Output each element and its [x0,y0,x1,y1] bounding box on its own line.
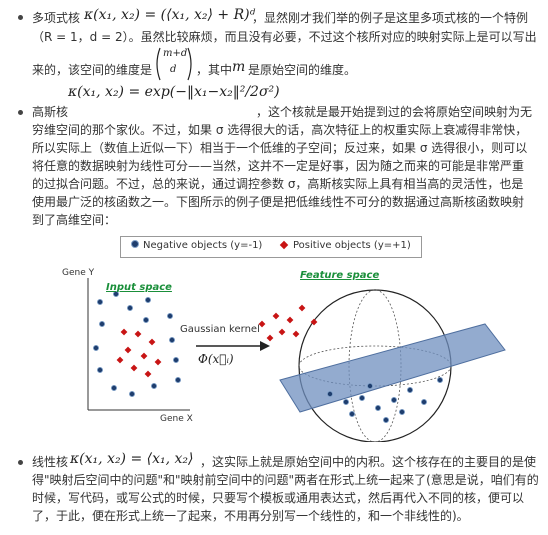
poly-line3a: 来的，该空间的维度是 [32,63,153,77]
input-positive-point [148,338,156,346]
feature-positive-point [272,312,280,320]
negative-dot-icon [131,240,139,248]
feature-positive-point [266,334,274,342]
legend-positive: Positive objects (y=+1) [293,240,411,251]
gauss-label: 高斯核 [32,105,69,119]
feature-negative-point [406,387,413,394]
input-negative-point [113,290,120,297]
bullet-poly [18,15,23,20]
input-negative-point [151,383,158,390]
poly-formula: κ(x₁, x₂) = (⟨x₁, x₂⟩ + R)ᵈ [84,7,256,23]
gauss-line1: ，这个核就是最开始提到过的会将原始空间映射为无 [256,105,533,119]
poly-m: m [232,59,246,75]
positive-diamond-icon [279,240,289,250]
feature-negative-point [348,410,355,417]
linear-line2: 得"映射后空间中的问题"和"映射前空间中的问题"两者在形式上统一起来了(意思是说… [32,473,539,487]
feature-positive-point [258,320,266,328]
input-negative-point [145,297,152,304]
poly-line3c: 是原始空间的维度。 [248,63,357,77]
feature-negative-point [390,396,397,403]
input-negative-point [129,390,136,397]
input-positive-point [154,358,162,366]
input-negative-point [97,367,104,374]
figure-legend: Negative objects (y=-1) Positive objects… [120,236,422,258]
gauss-line4: 将任意的数据映射为线性可分——当然，这并不一定是好事，因为随之而来的可能是非常严… [32,159,525,173]
poly-line1: ，显然刚才我们举的例子是这里多项式核的一个特例 [252,11,529,25]
gauss-line6: 使用最广泛的核函数之一。下图所示的例子便是把低维线性不可分的数据通过高斯核函数映… [32,195,525,209]
input-negative-point [168,337,175,344]
input-positive-point [144,370,152,378]
input-negative-point [97,299,104,306]
legend-negative: Negative objects (y=-1) [143,240,263,251]
input-negative-point [143,317,150,324]
binomial-parens-icon [156,47,192,81]
feature-negative-point [436,377,443,384]
input-negative-point [93,345,100,352]
gene-x-label: Gene X [160,414,193,424]
linear-line3: 时候，写代码，或写公式的时候，只要写个模板或通用表达式，然后再代入不同的核，便可… [32,491,525,505]
feature-positive-point [310,318,318,326]
kernel-figure [87,278,506,442]
input-negative-point [99,321,106,328]
gaussian-kernel-label: Gaussian kernel [180,324,260,335]
linear-line1: ，这实际上就是原始空间中的内积。这个核存在的主要目的是使 [200,455,537,469]
feature-negative-point [420,398,427,405]
input-positive-point [120,328,128,336]
input-negative-point [174,377,181,384]
phi-label: Φ(x⃗ᵢ) [198,352,234,366]
input-positive-point [140,352,148,360]
input-positive-point [116,356,124,364]
bullet-gauss [18,110,23,115]
poly-line3b: ，其中 [196,63,233,77]
feature-negative-point [342,398,349,405]
input-space-title: Input space [106,282,172,293]
gene-y-label: Gene Y [62,268,95,278]
input-negative-point [127,305,134,312]
poly-label: 多项式核 [32,11,81,25]
feature-positive-point [278,328,286,336]
gauss-line3: 所以实际上（数值上近似一下）相当于一个低维的子空间；反过来，如果 σ 选得很小，… [32,141,528,155]
binomial-top: m+d [163,48,188,59]
gauss-formula: κ(x₁, x₂) = exp(−‖x₁−x₂‖²/2σ²) [68,84,280,100]
gauss-line2: 穷维空间的那个家伙。不过，如果 σ 选得很大的话，高次特征上的权重实际上衰减得非… [32,123,528,137]
feature-negative-point [398,408,405,415]
linear-label: 线性核 [32,455,69,469]
feature-negative-point [382,416,389,423]
input-negative-point [172,357,179,364]
input-negative-point [111,385,118,392]
feature-space-title: Feature space [300,270,380,281]
gauss-line5: 的过拟合问题。不过，总的来说，通过调控参数 σ，高斯核实际上具有相当高的灵活性，… [32,177,524,191]
feature-negative-point [358,394,365,401]
linear-formula: κ(x₁, x₂) = ⟨x₁, x₂⟩ [70,451,194,467]
binomial-bottom: d [170,64,177,75]
feature-negative-point [366,383,373,390]
poly-line2: （R = 1，d = 2）。虽然比较麻烦，而且没有必要，不过这个核所对应的映射实… [32,30,537,44]
linear-line4: 了，于此，便在形式上统一了起来，不用再分别写一个线性的，和一个非线性的)。 [32,509,469,523]
input-positive-point [130,364,138,372]
input-positive-point [124,346,132,354]
feature-positive-point [286,316,294,324]
bullet-linear [18,460,23,465]
feature-negative-point [326,390,333,397]
feature-positive-point [292,330,300,338]
input-negative-point [166,313,173,320]
gauss-line7: 到了高维空间： [32,213,117,227]
input-positive-point [134,330,142,338]
binomial: m+d d [154,46,194,82]
feature-positive-point [298,304,306,312]
feature-negative-point [374,404,381,411]
